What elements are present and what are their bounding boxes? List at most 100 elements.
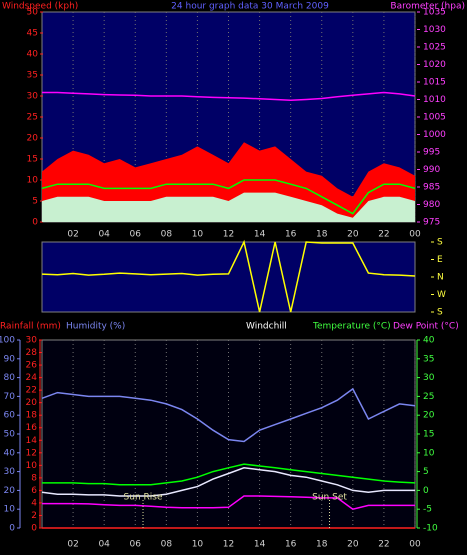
y-tick-label: 980 [423,200,440,210]
y-tick-label: 985 [423,183,440,193]
y-tick-label: 990 [423,165,440,175]
barometer-axis-title: Barometer (hpa) [390,2,465,12]
y-tick-label: 10 [27,176,39,186]
x-tick-label: 06 [130,540,142,550]
x-tick-label: 04 [98,540,110,550]
x-tick-label: 00 [409,230,421,240]
y-tick-label: 0 [32,218,38,228]
y-tick-label: -5 [423,505,432,515]
y-tick-label: 26 [26,361,38,371]
y-tick-label: 18 [26,411,38,421]
x-tick-label: 16 [285,230,297,240]
y-tick-label: E [437,255,443,265]
y-tick-label: 0 [423,486,429,496]
y-tick-label: 10 [423,448,435,458]
y-tick-label: 5 [32,197,38,207]
y-tick-label: 12 [26,448,37,458]
x-tick-label: 10 [192,540,204,550]
legend-entry: Windchill [246,322,287,332]
legend-entry: Humidity (%) [66,322,125,332]
y-tick-label: 0 [9,524,15,534]
x-tick-label: 08 [161,540,173,550]
y-tick-label: 30 [4,467,16,477]
y-tick-label: 4 [31,498,37,508]
y-tick-label: 1030 [423,25,446,35]
y-tick-label: 24 [26,373,38,383]
x-tick-label: 04 [98,230,110,240]
y-tick-label: 40 [27,50,39,60]
y-tick-label: 30 [26,336,38,346]
y-tick-label: 60 [4,411,16,421]
x-tick-label: 20 [347,540,359,550]
y-tick-label: 15 [423,430,434,440]
y-tick-label: 20 [423,411,435,421]
y-tick-label: 1020 [423,60,446,70]
y-tick-label: S [437,308,443,318]
y-tick-label: 14 [26,436,38,446]
y-tick-label: W [437,290,446,300]
y-tick-label: 40 [4,448,16,458]
y-tick-label: 45 [27,29,38,39]
x-tick-label: 14 [254,540,266,550]
y-tick-label: 15 [27,155,38,165]
direction-plot-area [41,241,416,313]
series-line [42,495,415,511]
y-tick-label: 1000 [423,130,446,140]
wind-axis-title: Windspeed (kph) [2,2,78,12]
legend-entry: Dew Point (°C) [393,322,459,332]
y-tick-label: 50 [27,8,39,18]
x-tick-label: 18 [316,540,328,550]
annotation-label: Sun Rise [124,493,163,503]
series-line [41,239,416,313]
series-line [42,463,416,486]
y-tick-label: S [437,238,443,248]
y-tick-label: 2 [31,511,37,521]
series-area [42,192,415,222]
y-tick-label: 30 [423,373,435,383]
y-tick-label: 35 [27,71,38,81]
series-line [41,467,415,497]
y-tick-label: 16 [26,423,38,433]
x-tick-label: 06 [130,230,142,240]
y-tick-label: 20 [4,486,16,496]
legend-entry: Rainfall (mm) [0,322,61,332]
y-tick-label: -10 [423,524,438,534]
y-tick-label: 100 [0,336,15,346]
y-tick-label: 1025 [423,43,446,53]
x-tick-label: 20 [347,230,359,240]
x-tick-label: 12 [223,540,234,550]
y-tick-label: 90 [4,354,16,364]
y-tick-label: 1035 [423,8,446,18]
y-tick-label: N [437,273,444,283]
legend-entry: Temperature (°C) [312,322,391,332]
series-line [41,179,416,215]
y-tick-label: 10 [4,505,16,515]
y-tick-label: 975 [423,218,440,228]
y-tick-label: 20 [26,398,38,408]
x-tick-label: 08 [161,230,173,240]
y-tick-label: 6 [31,486,37,496]
y-tick-label: 995 [423,148,440,158]
x-tick-label: 22 [378,540,389,550]
y-tick-label: 1005 [423,113,446,123]
x-tick-label: 14 [254,230,266,240]
y-tick-label: 50 [4,430,16,440]
y-tick-label: 22 [26,386,37,396]
x-tick-label: 22 [378,230,389,240]
y-tick-label: 10 [26,461,38,471]
annotation-label: Sun Set [312,493,347,503]
y-tick-label: 30 [27,92,39,102]
y-tick-label: 40 [423,336,435,346]
y-tick-label: 0 [31,524,37,534]
y-tick-label: 20 [27,134,39,144]
y-tick-label: 70 [4,392,16,402]
y-tick-label: 25 [423,392,434,402]
y-tick-label: 1015 [423,78,446,88]
y-tick-label: 28 [26,348,38,358]
x-tick-label: 12 [223,230,234,240]
y-tick-label: 1010 [423,95,446,105]
x-tick-label: 02 [67,540,78,550]
y-tick-label: 25 [27,113,38,123]
